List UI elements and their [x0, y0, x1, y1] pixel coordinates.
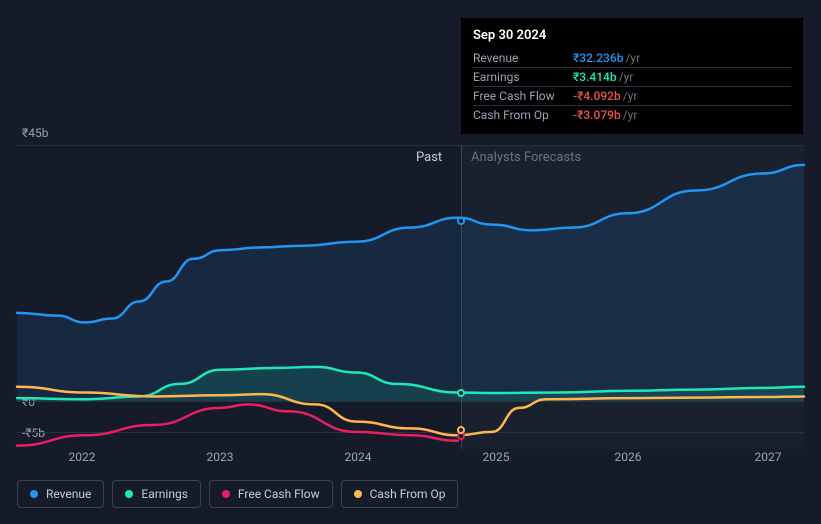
tooltip-metric-suffix: /yr — [623, 108, 638, 122]
tooltip-metric-label: Revenue — [473, 51, 573, 65]
tooltip-row: Free Cash Flow-₹4.092b /yr — [473, 86, 791, 105]
tooltip-metric-suffix: /yr — [623, 89, 638, 103]
tooltip-metric-label: Earnings — [473, 70, 573, 84]
tooltip-metric-suffix: /yr — [625, 51, 640, 65]
series-marker-earnings — [457, 389, 465, 397]
tooltip-row: Earnings₹3.414b /yr — [473, 67, 791, 86]
tooltip-row: Revenue₹32.236b /yr — [473, 49, 791, 67]
chart-container: Sep 30 2024 Revenue₹32.236b /yrEarnings₹… — [0, 0, 821, 524]
tooltip-metric-value: ₹3.414b — [573, 70, 617, 84]
tooltip-metric-value: -₹3.079b — [573, 108, 621, 122]
tooltip-metric-value: ₹32.236b — [573, 51, 623, 65]
tooltip-box: Sep 30 2024 Revenue₹32.236b /yrEarnings₹… — [461, 18, 803, 134]
tooltip-metric-label: Free Cash Flow — [473, 89, 573, 103]
tooltip-metric-suffix: /yr — [619, 70, 634, 84]
series-marker-revenue — [457, 217, 465, 225]
tooltip-metric-value: -₹4.092b — [573, 89, 621, 103]
series-marker-cash-from-op — [457, 426, 465, 434]
tooltip-metric-label: Cash From Op — [473, 108, 573, 122]
tooltip-row: Cash From Op-₹3.079b /yr — [473, 105, 791, 124]
tooltip-date: Sep 30 2024 — [473, 28, 791, 43]
